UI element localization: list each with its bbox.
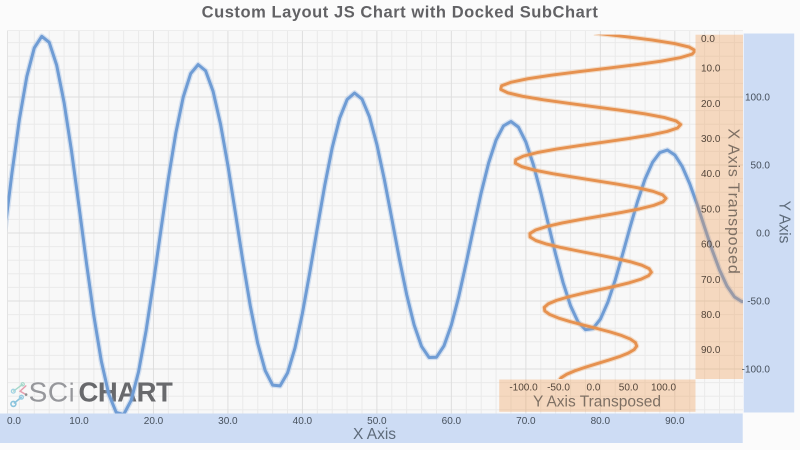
svg-text:80.0: 80.0 <box>701 310 721 321</box>
svg-text:70.0: 70.0 <box>516 416 536 427</box>
svg-text:Custom Layout JS Chart with Do: Custom Layout JS Chart with Docked SubCh… <box>202 4 599 22</box>
svg-text:30.0: 30.0 <box>218 416 238 427</box>
svg-text:10.0: 10.0 <box>69 416 89 427</box>
svg-text:40.0: 40.0 <box>293 416 313 427</box>
svg-text:CHART: CHART <box>79 376 173 407</box>
svg-text:10.0: 10.0 <box>701 64 721 75</box>
svg-text:-100.0: -100.0 <box>742 365 771 376</box>
svg-text:80.0: 80.0 <box>591 416 611 427</box>
svg-text:20.0: 20.0 <box>701 99 721 110</box>
svg-text:40.0: 40.0 <box>701 169 721 180</box>
svg-text:100.0: 100.0 <box>651 382 676 393</box>
svg-text:X Axis: X Axis <box>353 426 396 443</box>
svg-text:0.0: 0.0 <box>701 34 715 45</box>
svg-text:SCi: SCi <box>29 376 76 407</box>
svg-text:-100.0: -100.0 <box>509 382 538 393</box>
svg-text:Y Axis Transposed: Y Axis Transposed <box>533 394 661 411</box>
svg-text:90.0: 90.0 <box>701 345 721 356</box>
svg-text:90.0: 90.0 <box>665 416 685 427</box>
svg-text:X Axis Transposed: X Axis Transposed <box>725 128 742 274</box>
svg-text:50.0: 50.0 <box>619 382 639 393</box>
svg-text:60.0: 60.0 <box>442 416 462 427</box>
svg-text:20.0: 20.0 <box>144 416 164 427</box>
svg-text:-50.0: -50.0 <box>547 382 570 393</box>
svg-text:50.0: 50.0 <box>751 161 771 172</box>
svg-text:70.0: 70.0 <box>701 275 721 286</box>
svg-text:50.0: 50.0 <box>701 204 721 215</box>
svg-text:0.0: 0.0 <box>587 382 601 393</box>
svg-text:-50.0: -50.0 <box>747 297 770 308</box>
svg-text:60.0: 60.0 <box>701 240 721 251</box>
svg-text:30.0: 30.0 <box>701 134 721 145</box>
svg-text:Y Axis: Y Axis <box>776 201 793 244</box>
svg-text:0.0: 0.0 <box>7 416 21 427</box>
svg-text:50.0: 50.0 <box>367 416 387 427</box>
svg-text:0.0: 0.0 <box>756 229 770 240</box>
svg-text:100.0: 100.0 <box>745 93 770 104</box>
